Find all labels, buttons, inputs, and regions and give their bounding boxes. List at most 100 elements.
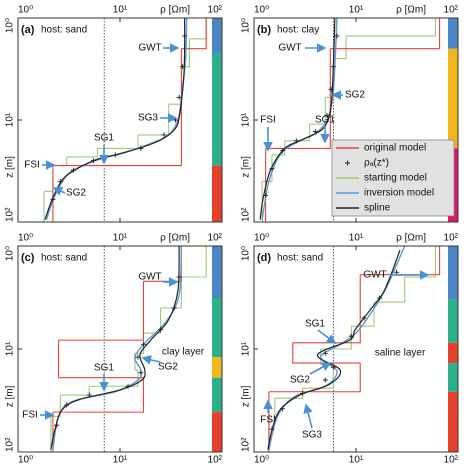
point (86, 392, 92, 398)
point (125, 383, 131, 389)
annotation: SG1 (315, 115, 335, 126)
annotation: SG2 (66, 188, 86, 199)
annotation: SG1 (94, 133, 114, 144)
annotation: GWT (363, 270, 386, 281)
x-tick-label: 10² (208, 455, 223, 466)
point (328, 86, 334, 92)
y-tick-label: 10² (5, 207, 16, 222)
x-axis-label: ρ [Ωm] (160, 5, 190, 16)
panel-title: host: sand (277, 253, 323, 264)
annotation: SG1 (305, 319, 325, 330)
layer-bar (448, 299, 458, 343)
point (330, 64, 336, 70)
panel-label: (a) (21, 24, 35, 36)
x-tick-label: 10¹ (349, 233, 364, 244)
x-tick-label: 10⁰ (18, 233, 33, 244)
annotation-arrow (309, 362, 332, 375)
y-tick-label: 10⁰ (241, 18, 252, 33)
x-tick-label: 10⁰ (254, 233, 269, 244)
x-tick-label: 10² (444, 5, 459, 16)
x-tick-label: 10¹ (113, 455, 128, 466)
step-segment (60, 386, 90, 396)
y-axis-label: z [m] (5, 385, 16, 407)
x-tick-label: 10⁰ (254, 5, 269, 16)
layer-bar (212, 246, 222, 299)
layer-bar (448, 246, 458, 300)
x-tick-label: 10¹ (113, 5, 128, 16)
legend-label: spline (364, 203, 391, 214)
point (269, 426, 275, 432)
point (54, 422, 60, 428)
point (57, 178, 63, 184)
layer-bar (212, 412, 222, 452)
step-segment (143, 308, 162, 334)
y-tick-label: 10¹ (5, 112, 16, 127)
annotation: FSI (260, 415, 276, 426)
y-axis-label: z [m] (241, 385, 252, 407)
point (182, 33, 188, 39)
step-segment (330, 18, 441, 50)
annotation: FSI (260, 115, 276, 126)
step-segment (373, 277, 406, 303)
layer-bar (212, 165, 222, 222)
annotation: SG2 (158, 362, 178, 373)
point (263, 193, 269, 199)
x-tick-label: 10¹ (349, 5, 364, 16)
y-tick-label: 10⁰ (5, 18, 16, 33)
annotation-arrow (141, 355, 161, 365)
step-segment (292, 342, 361, 364)
annotation: SG2 (290, 375, 310, 386)
annotation: GWT (138, 272, 161, 283)
point (394, 269, 400, 275)
point (161, 132, 167, 138)
point (158, 327, 164, 333)
point (330, 364, 336, 370)
step-segment (360, 246, 441, 276)
legend-label: inversion model (364, 188, 434, 199)
point (176, 94, 182, 100)
y-tick-label: 10² (241, 437, 252, 452)
point (135, 354, 141, 360)
point (334, 33, 340, 39)
x-tick-label: 10¹ (113, 233, 128, 244)
point (171, 305, 177, 311)
point (50, 196, 56, 202)
point (348, 333, 354, 339)
point (112, 152, 118, 158)
point (324, 112, 330, 118)
panel-label: (b) (257, 24, 271, 36)
step-segment (66, 148, 98, 158)
curve (50, 246, 180, 450)
x-axis-label: ρ [Ωm] (396, 5, 426, 16)
step-segment (351, 302, 375, 327)
y-axis-label: z [m] (5, 156, 16, 178)
point (138, 370, 144, 376)
annotation-arrow (52, 186, 66, 196)
layer-bar (448, 391, 458, 452)
panel-title: host: clay (277, 25, 319, 36)
x-tick-label: 10⁰ (18, 5, 33, 16)
layer-bar (448, 48, 458, 149)
point (279, 148, 285, 154)
step-segment (160, 277, 182, 309)
point (279, 406, 285, 412)
legend-label: ρₐ(z*) (364, 158, 389, 169)
layer-bar (448, 18, 458, 49)
annotation: GWT (278, 43, 301, 54)
layer-bar (212, 18, 222, 53)
x-axis-label: ρ [Ωm] (160, 233, 190, 244)
layer-bar (212, 377, 222, 413)
step-segment (404, 246, 436, 278)
step-segment (181, 246, 207, 278)
legend-label: starting model (364, 173, 427, 184)
point (293, 138, 299, 144)
legend-swatch (345, 160, 350, 166)
step-segment (265, 48, 331, 149)
y-axis-label: z [m] (241, 156, 252, 178)
legend-label: original model (364, 143, 426, 154)
step-segment (271, 140, 286, 156)
panel-label: (c) (21, 252, 35, 264)
step-segment (50, 395, 61, 417)
